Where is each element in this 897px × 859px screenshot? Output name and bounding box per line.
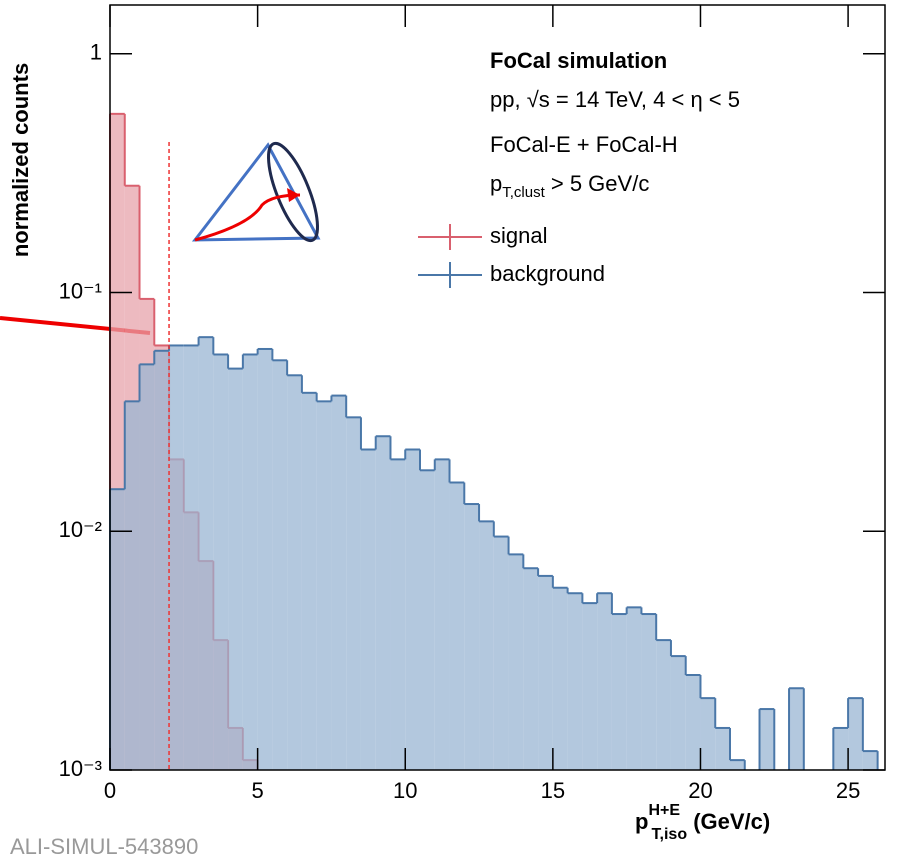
histogram-bar bbox=[139, 364, 155, 770]
histogram-bar bbox=[626, 607, 642, 770]
histogram-bar bbox=[582, 603, 598, 770]
histogram-bar bbox=[390, 459, 406, 770]
histogram-bar bbox=[183, 345, 199, 770]
histogram-bar bbox=[169, 345, 184, 770]
histogram-bar bbox=[848, 698, 863, 770]
x-axis-label-rest: (GeV/c) bbox=[687, 809, 770, 834]
histogram-bar bbox=[272, 360, 288, 770]
histogram-bar bbox=[110, 489, 125, 770]
histogram-bar bbox=[154, 350, 170, 770]
histogram-bar bbox=[508, 554, 524, 770]
histogram-bar bbox=[287, 375, 302, 770]
x-axis-label-sup: H+E bbox=[648, 802, 680, 819]
histogram-bar bbox=[685, 674, 701, 770]
annotation-sub: T,clust bbox=[502, 184, 545, 201]
x-tick-label: 25 bbox=[836, 778, 860, 803]
histogram-bar bbox=[360, 449, 376, 770]
histogram-bar bbox=[124, 401, 140, 770]
x-axis-label-sub: T,iso bbox=[652, 826, 688, 843]
x-tick-label: 10 bbox=[393, 778, 417, 803]
x-tick-label: 15 bbox=[541, 778, 565, 803]
series-background bbox=[109, 336, 879, 770]
histogram-bar bbox=[375, 436, 391, 770]
histogram-bar bbox=[567, 593, 583, 770]
histogram-bar bbox=[346, 417, 361, 770]
histogram-bar bbox=[405, 449, 420, 770]
histogram-bar bbox=[656, 640, 671, 770]
footnote: ALI-SIMUL-543890 bbox=[10, 834, 198, 859]
y-tick-label: 10⁻³ bbox=[59, 756, 102, 781]
histogram-bar bbox=[833, 727, 849, 770]
annotation: pT,clust > 5 GeV/c bbox=[490, 171, 649, 201]
annotation-main: p bbox=[490, 171, 502, 196]
histogram-bar bbox=[316, 401, 332, 770]
x-tick-label: 5 bbox=[251, 778, 263, 803]
x-axis-label-main: p bbox=[635, 809, 648, 834]
y-tick-label: 1 bbox=[90, 40, 102, 65]
histogram-bar bbox=[670, 656, 686, 770]
chart-title: FoCal simulation bbox=[490, 48, 667, 73]
histogram-bar bbox=[523, 568, 539, 770]
histogram-bar bbox=[611, 614, 627, 770]
histogram-bar bbox=[479, 521, 494, 770]
x-tick-label: 0 bbox=[104, 778, 116, 803]
plot-frame bbox=[109, 4, 886, 771]
histogram-bar bbox=[449, 482, 465, 770]
histogram-bar bbox=[700, 698, 716, 770]
histogram-bar bbox=[242, 354, 258, 770]
cone-diagram bbox=[191, 141, 321, 243]
histogram-bar bbox=[228, 368, 243, 770]
histogram-bar bbox=[420, 470, 435, 770]
histogram-bar bbox=[862, 751, 878, 770]
annotation: FoCal-E + FoCal-H bbox=[490, 132, 678, 157]
x-axis-label: pH+E T,iso (GeV/c) bbox=[635, 802, 770, 843]
x-tick-label: 20 bbox=[688, 778, 712, 803]
histogram-bar bbox=[257, 348, 273, 770]
y-tick-label: 10⁻¹ bbox=[59, 278, 102, 303]
histogram-bar bbox=[198, 337, 214, 770]
histogram-bar bbox=[493, 536, 509, 770]
y-tick-label: 10⁻² bbox=[59, 517, 102, 542]
annotation-rest: > 5 GeV/c bbox=[545, 171, 650, 196]
histogram-bar bbox=[434, 459, 450, 770]
histogram-bar bbox=[759, 709, 775, 770]
legend-label: background bbox=[490, 261, 605, 286]
histogram-bar bbox=[715, 727, 730, 770]
histogram-bar bbox=[552, 587, 568, 770]
histogram-bar bbox=[464, 504, 480, 770]
annotation: pp, √s = 14 TeV, 4 < η < 5 bbox=[490, 87, 740, 112]
legend-label: signal bbox=[490, 223, 547, 248]
histogram-bar bbox=[730, 760, 745, 770]
histogram-bar bbox=[641, 614, 657, 770]
histogram-bar bbox=[597, 593, 612, 770]
histogram-bar bbox=[789, 688, 804, 770]
y-axis-label: normalized counts bbox=[8, 63, 33, 257]
histogram-bar bbox=[213, 354, 229, 770]
histogram-bar bbox=[331, 395, 347, 770]
histogram-bar bbox=[538, 575, 553, 770]
histogram-bar bbox=[301, 392, 317, 770]
